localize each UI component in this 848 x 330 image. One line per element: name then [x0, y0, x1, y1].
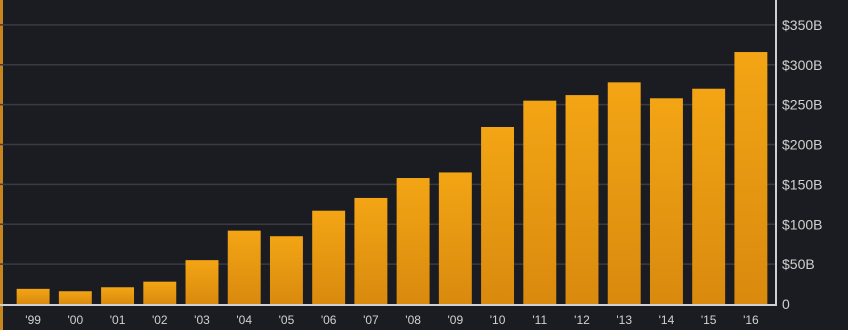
y-tick-labels: 0 $50B $100B $150B $200B $250B $300B $350B — [782, 17, 822, 312]
bar — [143, 281, 177, 304]
y-tick-label: $200B — [782, 137, 822, 153]
axis-layer — [0, 0, 777, 306]
x-tick-label: '05 — [279, 313, 295, 327]
x-tick-label: '00 — [68, 313, 84, 327]
x-tick-label: '10 — [490, 313, 506, 327]
bar — [607, 82, 641, 304]
x-tick-label: '02 — [152, 313, 168, 327]
x-tick-label: '12 — [574, 313, 590, 327]
x-tick-label: '01 — [110, 313, 126, 327]
left-accent-bar — [0, 0, 3, 330]
x-tick-label: '14 — [659, 313, 675, 327]
y-tick-label: $350B — [782, 17, 822, 33]
bar — [185, 260, 219, 304]
x-tick-label: '04 — [236, 313, 252, 327]
bar — [101, 287, 135, 304]
x-tick-label: '08 — [405, 313, 421, 327]
bar — [734, 52, 768, 305]
y-tick-label: $300B — [782, 57, 822, 73]
bar — [438, 172, 472, 304]
bar — [523, 100, 557, 305]
bar — [481, 126, 515, 304]
y-tick-label: $100B — [782, 216, 822, 232]
x-tick-label: '07 — [363, 313, 379, 327]
x-tick-labels: '99 '00 '01 '02 '03 '04 '05 '06 '07 '08 '09 '10 '11 '… — [25, 313, 759, 327]
y-tick-label: $50B — [782, 256, 815, 272]
bar — [269, 236, 303, 304]
x-tick-label: '11 — [532, 313, 547, 327]
x-tick-label: '09 — [448, 313, 464, 327]
x-tick-label: '06 — [321, 313, 337, 327]
x-tick-label: '03 — [194, 313, 210, 327]
bar — [227, 230, 261, 304]
y-tick-label: $250B — [782, 97, 822, 113]
bar — [649, 98, 683, 305]
bar — [565, 95, 599, 304]
y-tick-label: $150B — [782, 176, 822, 192]
x-tick-label: '16 — [743, 313, 759, 327]
bar-layer — [16, 52, 768, 305]
bar — [396, 178, 430, 304]
bar — [58, 291, 92, 304]
y-tick-label: 0 — [782, 296, 790, 312]
bar — [16, 288, 50, 304]
x-tick-label: '13 — [616, 313, 632, 327]
bar — [692, 88, 726, 304]
x-tick-label: '99 — [25, 313, 41, 327]
x-tick-label: '15 — [701, 313, 717, 327]
bar — [312, 210, 346, 304]
bar — [354, 197, 388, 304]
grid-layer — [0, 24, 776, 265]
